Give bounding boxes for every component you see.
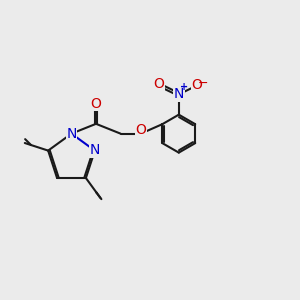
Text: N: N	[174, 87, 184, 101]
Text: O: O	[91, 97, 101, 110]
Text: O: O	[135, 123, 146, 137]
Text: N: N	[66, 127, 77, 141]
Text: −: −	[197, 77, 208, 90]
Text: N: N	[90, 143, 100, 157]
Text: O: O	[153, 76, 164, 91]
Text: +: +	[180, 82, 188, 92]
Text: O: O	[191, 78, 202, 92]
